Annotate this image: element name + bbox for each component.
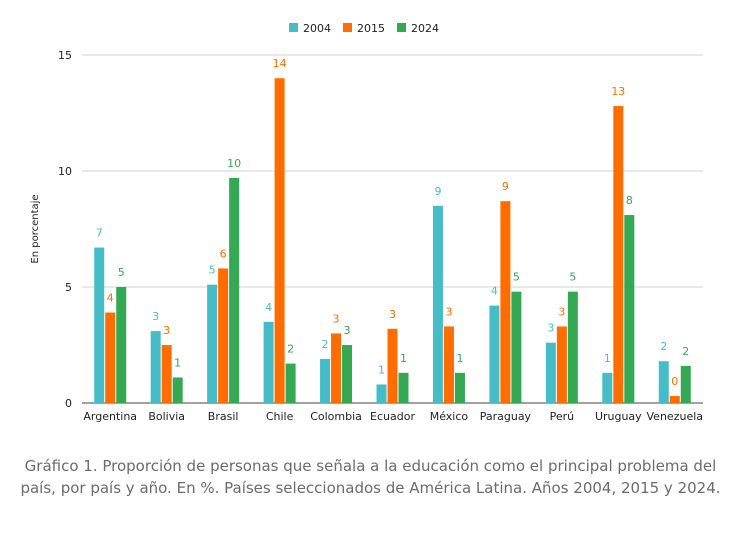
legend-label: 2024	[411, 22, 439, 35]
data-label: 5	[569, 271, 576, 284]
bar-2004	[320, 358, 331, 403]
bar-2024	[172, 377, 183, 403]
bar-2004	[376, 384, 387, 403]
y-tick-label: 5	[65, 281, 72, 294]
bar-2024	[285, 363, 296, 403]
bar-2024	[116, 287, 127, 403]
legend-label: 2015	[357, 22, 385, 35]
data-label: 9	[502, 180, 509, 193]
bar-2015	[218, 268, 229, 403]
data-label: 1	[400, 352, 407, 365]
legend-swatch	[397, 23, 406, 32]
data-label: 5	[118, 266, 125, 279]
x-tick-label: Ecuador	[370, 410, 415, 423]
legend-label: 2004	[303, 22, 331, 35]
data-label: 5	[513, 271, 520, 284]
y-axis-title: En porcentaje	[30, 194, 41, 263]
data-label: 4	[491, 285, 498, 298]
bar-2024	[454, 372, 465, 403]
bar-2004	[207, 284, 218, 403]
data-label: 9	[434, 185, 441, 198]
bar-2004	[432, 205, 443, 403]
x-tick-label: Colombia	[310, 410, 362, 423]
data-label: 1	[604, 352, 611, 365]
data-label: 3	[163, 324, 170, 337]
bar-2024	[511, 291, 522, 403]
bar-2015	[669, 396, 680, 403]
data-label: 2	[660, 340, 667, 353]
bar-2015	[161, 345, 172, 403]
data-label: 3	[344, 324, 351, 337]
data-label: 1	[378, 363, 385, 376]
bar-2004	[489, 305, 500, 403]
data-label: 2	[287, 343, 294, 356]
data-label: 3	[389, 308, 396, 321]
legend-swatch	[289, 23, 298, 32]
data-label: 2	[322, 338, 329, 351]
x-tick-label: Bolivia	[148, 410, 185, 423]
x-tick-label: Chile	[266, 410, 294, 423]
bar-2015	[105, 312, 116, 403]
y-tick-label: 15	[58, 49, 72, 62]
data-label: 5	[209, 264, 216, 277]
y-tick-label: 0	[65, 397, 72, 410]
data-label: 0	[671, 375, 678, 388]
bar-2004	[150, 331, 161, 403]
bar-2024	[680, 365, 691, 403]
data-label: 3	[152, 310, 159, 323]
bar-2004	[658, 361, 669, 403]
x-tick-label: Venezuela	[647, 410, 704, 423]
data-label: 13	[611, 85, 625, 98]
bar-2004	[94, 247, 105, 403]
bar-2015	[274, 78, 285, 403]
x-tick-label: Perú	[550, 410, 575, 423]
bar-2024	[229, 177, 240, 403]
data-label: 1	[456, 352, 463, 365]
bar-2024	[398, 372, 409, 403]
data-label: 8	[626, 194, 633, 207]
bar-2015	[387, 328, 398, 403]
data-label: 4	[107, 292, 114, 305]
x-tick-label: Paraguay	[480, 410, 532, 423]
data-label: 3	[333, 312, 340, 325]
x-tick-label: Argentina	[83, 410, 137, 423]
bar-2024	[342, 345, 353, 403]
data-label: 2	[682, 345, 689, 358]
bar-2015	[613, 106, 624, 403]
data-label: 6	[220, 247, 227, 260]
bar-2004	[263, 321, 274, 403]
bar-2015	[331, 333, 342, 403]
bar-2004	[602, 372, 613, 403]
x-tick-label: Uruguay	[595, 410, 642, 423]
data-label: 10	[227, 157, 241, 170]
data-label: 1	[174, 356, 181, 369]
bar-2015	[500, 201, 511, 403]
data-label: 3	[547, 322, 554, 335]
bar-2024	[567, 291, 578, 403]
bar-2024	[624, 215, 635, 403]
bar-2015	[443, 326, 454, 403]
bar-2015	[556, 326, 567, 403]
x-tick-label: Brasil	[208, 410, 239, 423]
data-label: 3	[445, 305, 452, 318]
x-tick-label: México	[430, 410, 469, 423]
data-label: 14	[273, 57, 287, 70]
legend-swatch	[343, 23, 352, 32]
data-label: 4	[265, 301, 272, 314]
chart-caption: Gráfico 1. Proporción de personas que se…	[20, 457, 721, 497]
y-tick-label: 10	[58, 165, 72, 178]
bar-2004	[545, 342, 556, 403]
data-label: 7	[96, 227, 103, 240]
data-label: 3	[558, 305, 565, 318]
